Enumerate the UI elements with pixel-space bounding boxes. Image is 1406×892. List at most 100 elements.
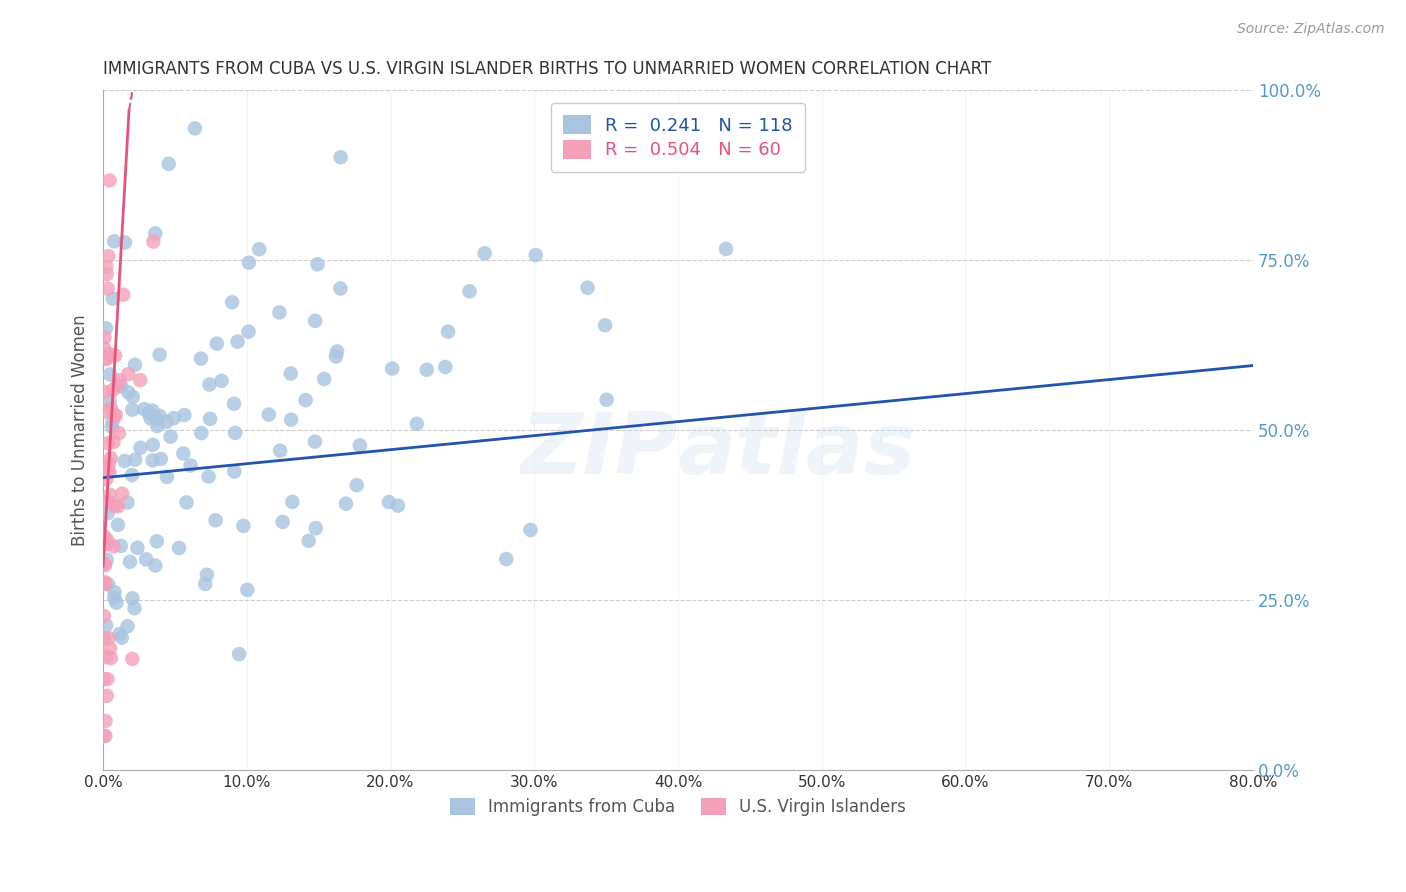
Point (103, 435, 125, 450)
Point (94, 459, 117, 474)
Point (121, 390, 143, 404)
Point (221, 295, 243, 310)
Point (94, 577, 117, 591)
Point (232, 519, 254, 533)
Point (329, 281, 352, 295)
Point (93, 729, 115, 743)
Point (269, 443, 291, 458)
Point (184, 121, 207, 136)
Point (97, 577, 120, 591)
Point (238, 325, 260, 339)
Point (335, 497, 357, 511)
Point (190, 426, 212, 441)
Point (117, 367, 139, 381)
Point (129, 441, 152, 455)
Point (98, 466, 121, 480)
Point (197, 469, 219, 483)
Point (101, 383, 124, 397)
Point (149, 451, 172, 466)
Point (93, 672, 115, 686)
Point (118, 555, 141, 569)
Point (173, 408, 195, 422)
Point (96, 533, 118, 547)
Point (134, 402, 156, 417)
Point (159, 429, 181, 443)
Point (98, 488, 121, 502)
Point (103, 408, 125, 422)
Point (110, 539, 132, 553)
Point (124, 358, 146, 372)
Point (387, 499, 409, 513)
Point (145, 412, 167, 426)
Point (96, 689, 118, 703)
Point (149, 348, 172, 362)
Point (714, 242, 737, 256)
Point (195, 567, 218, 582)
Point (93, 384, 115, 399)
Text: atlas: atlas (678, 409, 917, 492)
Point (271, 515, 294, 529)
Point (97, 436, 120, 450)
Text: IMMIGRANTS FROM CUBA VS U.S. VIRGIN ISLANDER BIRTHS TO UNMARRIED WOMEN CORRELATI: IMMIGRANTS FROM CUBA VS U.S. VIRGIN ISLA… (103, 60, 991, 78)
Point (114, 454, 136, 468)
Point (100, 651, 122, 665)
Point (93, 404, 115, 418)
Point (576, 281, 599, 295)
Point (117, 495, 139, 509)
Point (93, 460, 115, 475)
Point (96, 267, 118, 281)
Point (93, 557, 115, 571)
Point (121, 467, 143, 482)
Point (194, 577, 217, 591)
Point (280, 367, 302, 381)
Point (405, 417, 427, 431)
Point (100, 419, 122, 434)
Point (127, 541, 149, 555)
Point (180, 458, 202, 473)
Point (190, 351, 212, 366)
Point (172, 446, 194, 460)
Point (204, 513, 226, 527)
Point (349, 438, 371, 452)
Point (416, 362, 439, 376)
Point (593, 318, 616, 333)
Point (238, 255, 260, 269)
Point (305, 521, 328, 535)
Point (121, 402, 143, 417)
Point (325, 350, 347, 364)
Point (146, 419, 169, 434)
Point (228, 647, 250, 661)
Point (111, 486, 134, 500)
Point (143, 558, 166, 573)
Point (129, 373, 152, 387)
Legend: Immigrants from Cuba, U.S. Virgin Islanders: Immigrants from Cuba, U.S. Virgin Island… (443, 791, 912, 822)
Point (94, 714, 117, 728)
Point (224, 425, 246, 440)
Point (96, 260, 118, 274)
Point (524, 248, 547, 262)
Point (94, 618, 117, 632)
Point (121, 652, 143, 666)
Point (96, 537, 118, 551)
Point (326, 344, 349, 359)
Point (495, 552, 517, 566)
Point (138, 406, 160, 420)
Point (226, 334, 249, 349)
Point (110, 379, 132, 393)
Text: Source: ZipAtlas.com: Source: ZipAtlas.com (1237, 22, 1385, 37)
Point (156, 470, 179, 484)
Point (101, 414, 124, 428)
Point (98, 394, 121, 409)
Point (198, 377, 221, 392)
Point (307, 257, 329, 271)
Point (135, 552, 157, 566)
Point (149, 409, 172, 423)
Point (104, 349, 127, 363)
Point (434, 359, 457, 374)
Point (105, 596, 128, 610)
Point (93, 575, 115, 590)
Point (198, 412, 221, 426)
Point (97, 351, 120, 365)
Point (96, 650, 118, 665)
Point (97, 249, 120, 263)
